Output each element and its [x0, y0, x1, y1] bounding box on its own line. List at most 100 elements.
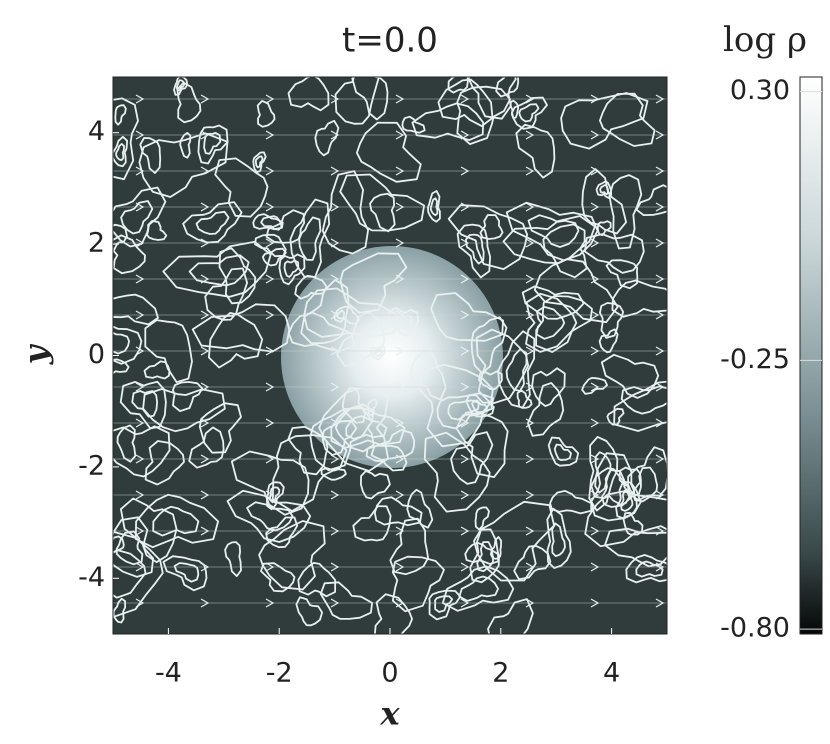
- stream-arrow: [265, 166, 275, 176]
- contour-line: [509, 99, 519, 119]
- contour-line: [584, 490, 667, 548]
- contour-line: [208, 312, 264, 369]
- contour-line: [581, 168, 627, 235]
- y-axis-label: y: [17, 343, 55, 365]
- stream-arrow: [460, 382, 470, 392]
- contour-line: [345, 415, 388, 440]
- stream-arrow: [330, 202, 340, 212]
- stream-arrow: [525, 418, 535, 428]
- contour-line: [113, 425, 171, 478]
- colorbar-tick-label: -0.25: [720, 344, 790, 375]
- contour-line: [172, 381, 204, 412]
- stream-arrow: [525, 274, 535, 284]
- contour-line: [314, 119, 340, 157]
- stream-arrow: [265, 94, 275, 104]
- colorbar-tick-label: 0.30: [730, 75, 790, 106]
- contour-line: [300, 279, 350, 345]
- contour-line: [551, 522, 566, 557]
- y-tick-label: 0: [88, 339, 105, 370]
- contour-line: [436, 392, 494, 430]
- contour-line: [252, 213, 284, 231]
- contour-line: [287, 425, 329, 476]
- stream-arrow: [330, 562, 340, 572]
- contour-line: [289, 198, 331, 278]
- contour-line: [252, 151, 267, 174]
- stream-arrow: [590, 94, 600, 104]
- y-tick-label: 4: [88, 116, 105, 147]
- stream-arrow: [525, 382, 535, 392]
- stream-arrow: [395, 310, 405, 320]
- stream-arrow: [460, 454, 470, 464]
- contour-line: [406, 488, 434, 529]
- x-tick-label: 0: [381, 658, 398, 689]
- contour-line: [471, 399, 489, 414]
- contour-line: [173, 562, 200, 583]
- stream-arrow: [135, 454, 145, 464]
- contour-line: [584, 233, 645, 274]
- contour-line: [198, 402, 242, 454]
- stream-arrow: [525, 202, 535, 212]
- stream-arrow: [590, 130, 600, 140]
- stream-arrow: [395, 454, 405, 464]
- stream-arrow: [135, 238, 145, 248]
- contour-line: [287, 77, 330, 112]
- contour-line: [418, 363, 494, 448]
- contour-line: [287, 311, 356, 353]
- contour-line: [360, 470, 391, 500]
- stream-arrow: [525, 166, 535, 176]
- stream-arrow: [135, 166, 145, 176]
- stream-arrow: [265, 346, 275, 356]
- contour-line: [505, 348, 528, 392]
- stream-arrow: [590, 310, 600, 320]
- stream-arrow: [135, 202, 145, 212]
- stream-arrow: [655, 418, 665, 428]
- contour-line: [144, 319, 193, 383]
- contour-line: [631, 466, 659, 503]
- contour-line: [203, 132, 222, 155]
- contour-line: [389, 517, 429, 576]
- stream-arrow: [395, 562, 405, 572]
- stream-arrow: [590, 238, 600, 248]
- contours: [113, 77, 667, 634]
- stream-arrow: [135, 598, 145, 608]
- contour-line: [138, 132, 229, 198]
- contour-line: [144, 440, 185, 486]
- contour-line: [588, 436, 619, 512]
- contour-line: [635, 560, 664, 578]
- stream-arrow: [265, 418, 275, 428]
- contour-line: [495, 77, 520, 98]
- contour-line: [627, 446, 667, 501]
- stream-arrow: [460, 274, 470, 284]
- stream-arrow: [655, 94, 665, 104]
- stream-arrow: [525, 310, 535, 320]
- contour-line: [447, 399, 480, 421]
- contour-line: [295, 596, 323, 627]
- stream-arrow: [330, 238, 340, 248]
- contour-line: [254, 155, 264, 169]
- stream-arrow: [200, 130, 210, 140]
- stream-arrow: [265, 382, 275, 392]
- contour-line: [113, 549, 147, 599]
- stream-arrow: [265, 454, 275, 464]
- contour-line: [620, 385, 667, 415]
- contour-line: [266, 481, 285, 511]
- contour-line: [218, 247, 257, 305]
- stream-arrow: [655, 382, 665, 392]
- contour-line: [175, 79, 185, 92]
- contour-line: [143, 360, 171, 380]
- stream-arrow: [200, 238, 210, 248]
- stream-arrow: [330, 310, 340, 320]
- contour-line: [423, 431, 491, 513]
- contour-line: [197, 124, 229, 165]
- contour-line: [120, 200, 154, 235]
- stream-arrow: [135, 274, 145, 284]
- stream-arrow: [200, 202, 210, 212]
- stream-arrow: [590, 526, 600, 536]
- stream-arrow: [135, 94, 145, 104]
- stream-arrow: [330, 490, 340, 500]
- contour-line: [516, 389, 533, 409]
- stream-arrow: [460, 310, 470, 320]
- x-tick-label: 2: [492, 658, 509, 689]
- stream-arrow: [655, 562, 665, 572]
- contour-line: [113, 597, 126, 624]
